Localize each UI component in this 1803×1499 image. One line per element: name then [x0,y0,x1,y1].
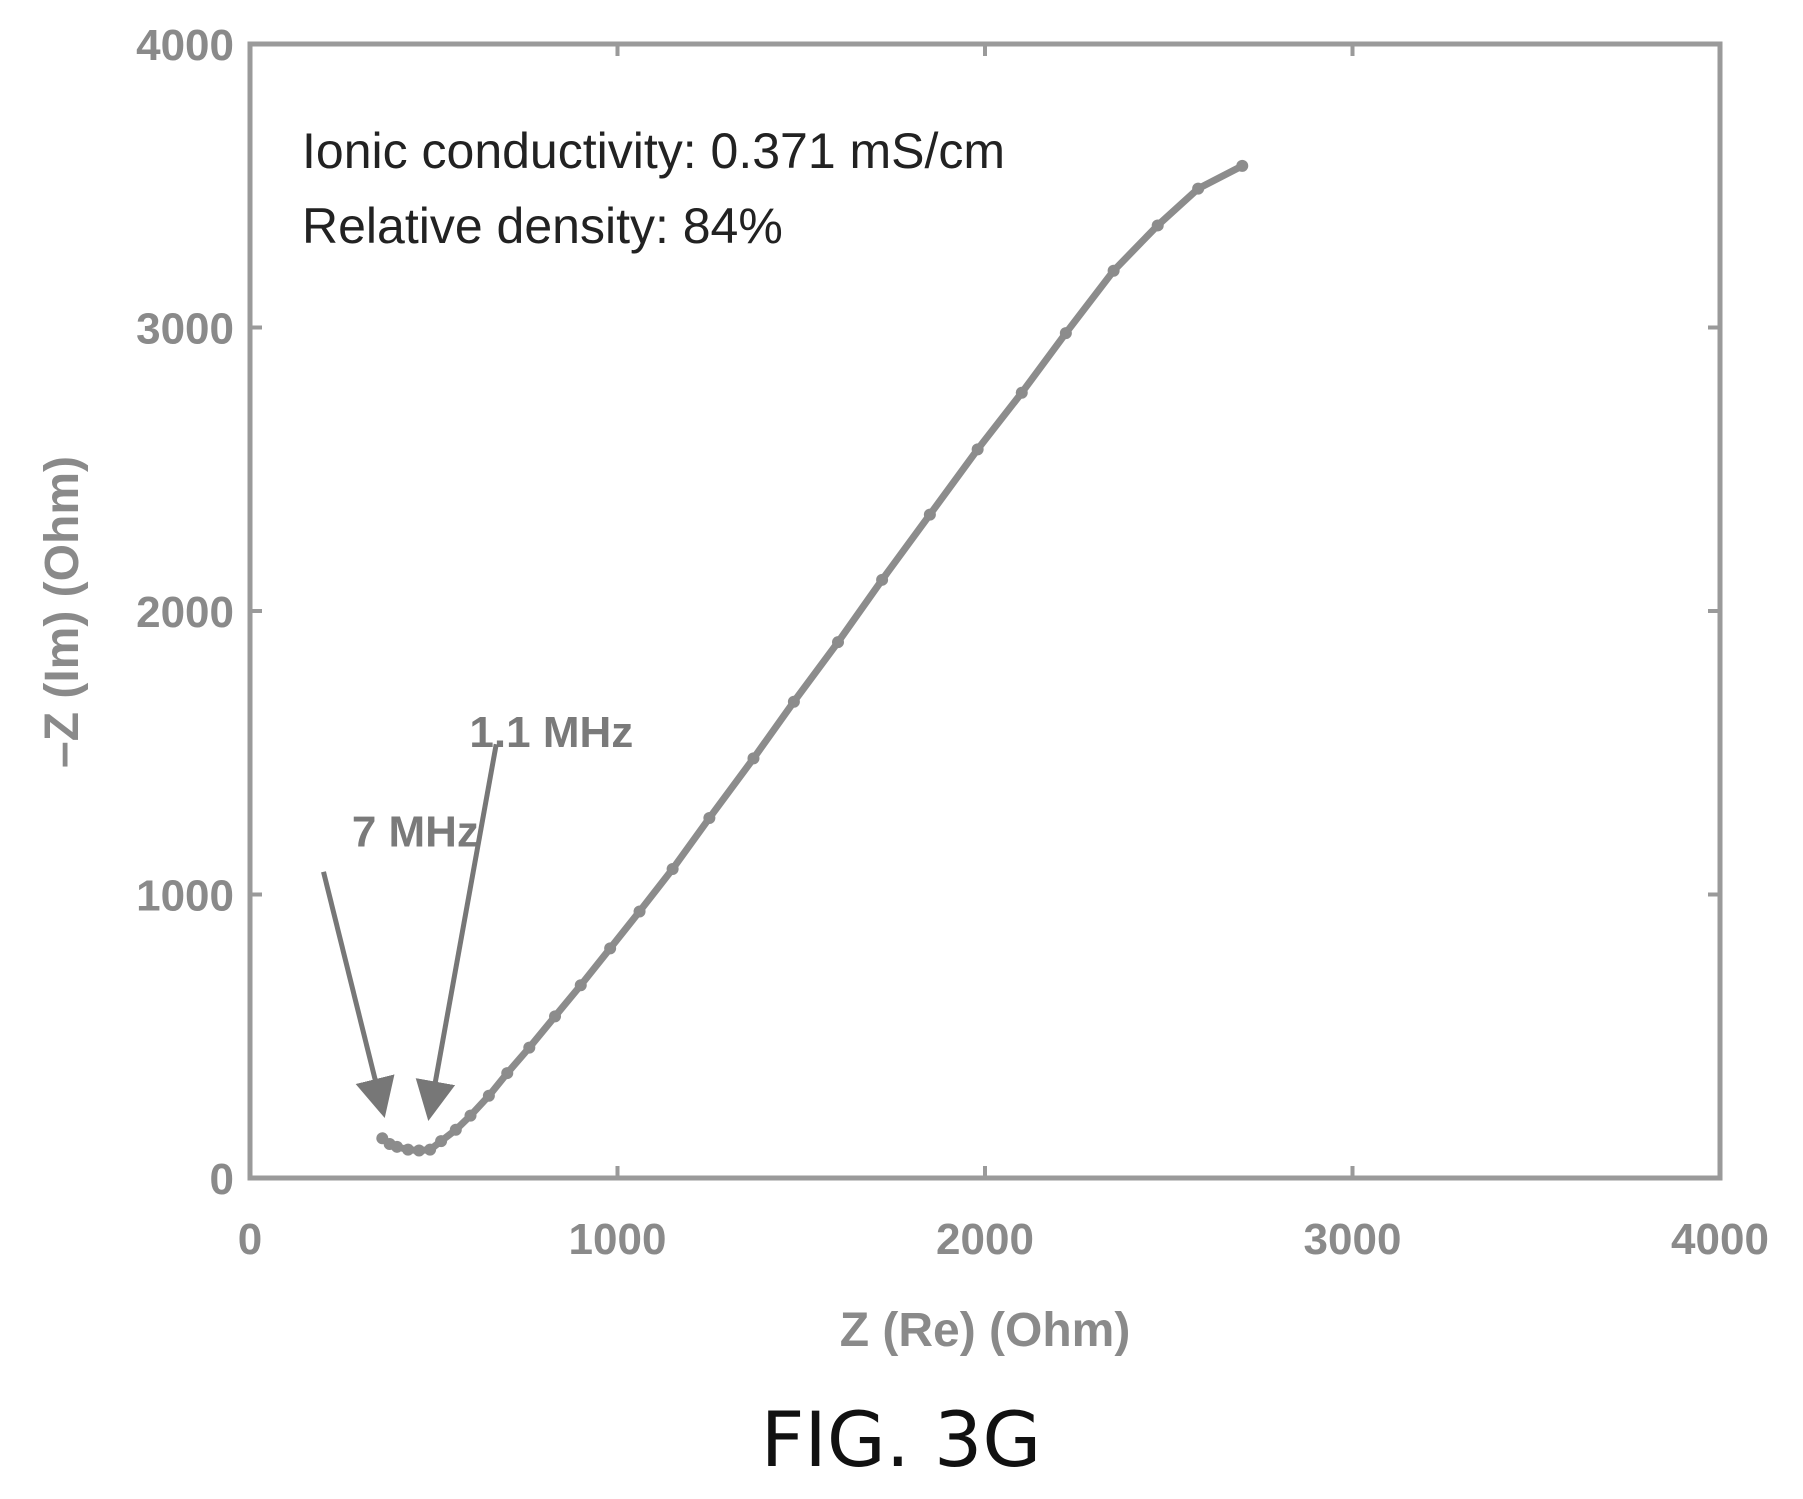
x-tick-label: 2000 [936,1215,1034,1264]
data-point [1192,182,1205,195]
x-tick-labels: 0 1000 2000 3000 4000 [238,1215,1769,1264]
frequency-arrow [415,743,499,1121]
y-tick-label: 3000 [136,305,234,354]
frequency-label: 7 MHz [352,807,479,856]
data-point [402,1143,415,1156]
data-point [923,508,936,521]
data-point [747,752,760,765]
data-point [424,1143,437,1156]
data-point [633,905,646,918]
data-point [391,1140,403,1153]
y-tick-label: 1000 [136,872,234,921]
x-tick-label: 1000 [569,1215,667,1264]
figure-caption: FIG. 3G [761,1395,1042,1484]
x-tick-label: 4000 [1671,1215,1769,1264]
data-point [604,942,617,955]
axis-ticks [248,42,1722,1180]
y-tick-label: 0 [210,1155,234,1204]
data-point [1151,219,1164,232]
series-points [376,159,1249,1157]
annotation-conductivity: Ionic conductivity: 0.371 mS/cm [302,123,1005,179]
data-point [1236,159,1249,172]
data-point [482,1089,495,1102]
data-point [876,573,889,586]
data-point [549,1010,562,1023]
data-point [574,979,587,992]
x-axis-label: Z (Re) (Ohm) [840,1304,1131,1357]
y-axis-label: –Z (Im) (Ohm) [36,456,89,768]
data-point [1015,386,1028,399]
data-point [435,1135,448,1148]
data-point [413,1144,426,1157]
data-point [523,1041,536,1054]
y-tick-labels: 0 1000 2000 3000 4000 [136,21,234,1204]
y-tick-label: 4000 [136,21,234,70]
data-point [666,862,679,875]
data-point [832,636,844,649]
data-point [464,1109,477,1122]
data-point [1107,264,1120,277]
impedance-series-line [378,162,1246,1154]
data-point [703,811,716,824]
data-point [787,695,800,708]
data-point [449,1123,462,1136]
data-point [971,443,984,456]
frequency-arrow [321,871,395,1119]
x-tick-label: 3000 [1304,1215,1402,1264]
y-tick-label: 2000 [136,588,234,637]
data-point [1059,327,1072,340]
x-tick-label: 0 [238,1215,262,1264]
annotation-density: Relative density: 84% [302,198,783,254]
data-point [501,1067,514,1080]
